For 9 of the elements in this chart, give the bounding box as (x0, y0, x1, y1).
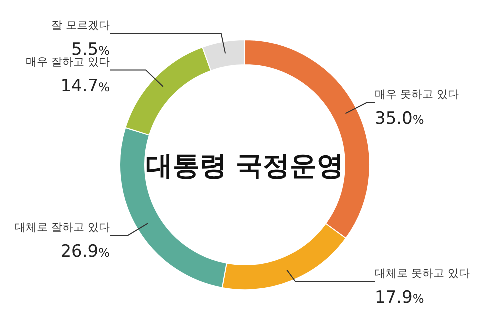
slice-label: 매우 못하고 있다 (375, 88, 459, 101)
data-label: 26.9% (60, 242, 110, 262)
slice-label: 대체로 못하고 있다 (375, 267, 470, 280)
data-label: 17.9% (375, 288, 424, 308)
slice-label: 잘 모르겠다 (52, 19, 110, 32)
slice-label: 대체로 잘하고 있다 (15, 220, 110, 234)
data-label: 14.7% (60, 76, 110, 96)
text: 대통령 국정운영 (146, 151, 344, 182)
data-label: 35.0% (375, 108, 424, 129)
